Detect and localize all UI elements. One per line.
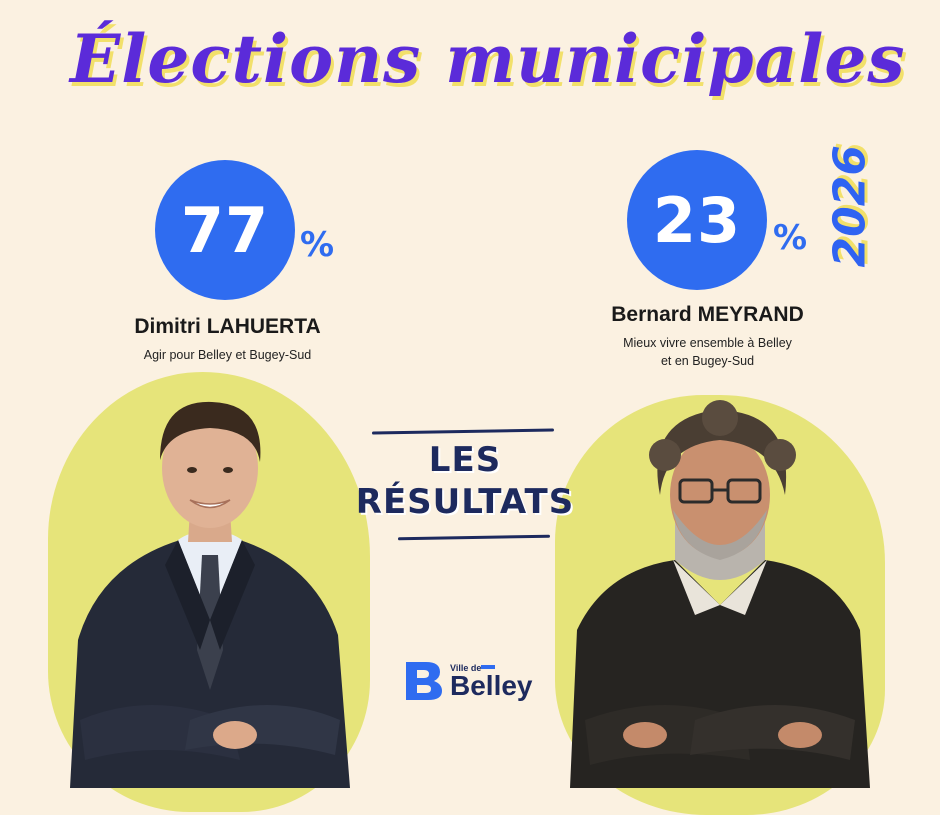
candidate-2-name: Bernard MEYRAND — [611, 303, 804, 326]
candidate-1-percent-circle: 77 — [155, 160, 295, 300]
candidate-2-photo — [565, 400, 875, 788]
candidate-2-list: Mieux vivre ensemble à Belley et en Buge… — [580, 334, 835, 370]
candidate-2-percent-sign: % — [773, 218, 808, 258]
candidate-1-list-line1: Agir pour Belley et Bugey-Sud — [143, 348, 312, 362]
belley-logo-accent — [481, 665, 495, 669]
candidate-1-list: Agir pour Belley et Bugey-Sud — [100, 346, 355, 364]
results-heading-line2: RÉSULTATS — [355, 482, 575, 522]
candidate-1-percent-value: 77 — [180, 193, 270, 267]
candidate-1-photo — [60, 390, 360, 788]
belley-logo-small-text: Ville de — [450, 663, 482, 673]
belley-logo-icon — [406, 662, 442, 700]
year-label-wrap: 2026 — [820, 145, 880, 272]
candidate-2-list-line2: et en Bugey-Sud — [660, 354, 755, 368]
candidate-2-percent-value: 23 — [652, 183, 742, 257]
belley-logo-text: Belley — [450, 670, 533, 701]
candidate-1-percent-sign: % — [300, 225, 335, 265]
results-heading-line1: LES — [428, 440, 502, 480]
year-label: 2026 — [824, 145, 876, 268]
candidate-1-name: Dimitri LAHUERTA — [134, 315, 321, 338]
results-top-line — [371, 428, 555, 435]
candidate-2-percent-circle: 23 — [627, 150, 767, 290]
page-title: Élections municipales — [70, 20, 906, 98]
results-bottom-line — [397, 534, 551, 541]
candidate-2-list-line1: Mieux vivre ensemble à Belley — [623, 336, 792, 350]
